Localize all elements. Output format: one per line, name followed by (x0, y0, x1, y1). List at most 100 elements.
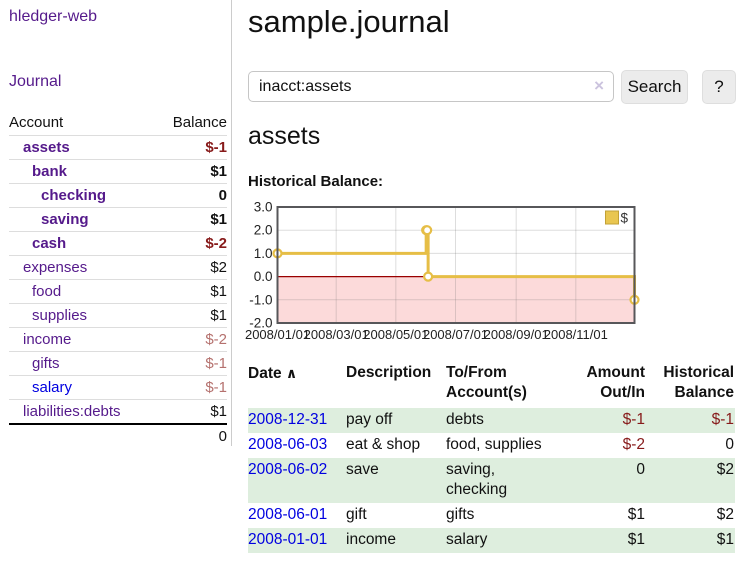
account-link[interactable]: liabilities:debts (23, 402, 121, 420)
account-link[interactable]: assets (23, 139, 70, 156)
account-row: food $1 (9, 279, 227, 304)
account-row: liabilities:debts $1 (9, 399, 227, 424)
account-row: income $-2 (9, 327, 227, 352)
x-axis-tick-label: 2008/01/01 (245, 327, 310, 342)
account-row: checking 0 (9, 183, 227, 208)
app-title-link[interactable]: hledger-web (9, 8, 98, 25)
search-row: × Search ? (248, 70, 737, 104)
account-link[interactable]: checking (41, 187, 107, 204)
account-link[interactable]: food (32, 283, 62, 300)
x-axis-tick-label: 2008/05/01 (363, 327, 428, 342)
clear-search-icon[interactable]: × (594, 76, 604, 95)
y-axis-tick-label: 3.0 (254, 200, 273, 215)
search-button[interactable]: Search (621, 70, 688, 104)
account-link[interactable]: cash (32, 235, 67, 252)
accounts-body: assets $-1 bank $1 checking 0 saving $1 cash $-2 e… (9, 135, 227, 448)
y-axis-tick-label: -2.0 (249, 316, 272, 331)
accounts-cell: gifts (446, 506, 475, 523)
account-link[interactable]: expenses (23, 259, 88, 276)
table-row: 2008-06-01 gift gifts $1 $2 (248, 503, 735, 528)
x-axis-tick-label: 2008/03/01 (304, 327, 369, 342)
y-axis-tick-label: 0.0 (254, 269, 273, 284)
account-row: saving $1 (9, 207, 227, 232)
accounts-cell: saving, checking (446, 461, 508, 498)
register-header-row: Date ∧ Description To/From Account(s) Am… (248, 360, 735, 408)
amount-cell: 0 (636, 461, 645, 478)
accounts-cell: food, supplies (446, 436, 542, 453)
header-amount: Amount Out/In (586, 364, 645, 401)
account-link[interactable]: income (23, 331, 72, 348)
balance-cell: $2 (716, 461, 734, 478)
description-cell: income (346, 531, 396, 548)
balance-cell: 0 (725, 436, 734, 453)
description-cell: save (346, 461, 379, 478)
sidebar: hledger-web Journal Account Balance asse… (0, 0, 232, 448)
header-description: Description (346, 364, 432, 381)
account-row: assets $-1 (9, 135, 227, 160)
account-link[interactable]: supplies (32, 307, 88, 324)
account-row: expenses $2 (9, 255, 227, 280)
main-content: sample.journal × Search ? assets Histori… (245, 0, 737, 553)
account-balance: $1 (155, 303, 227, 328)
table-row: 2008-06-02 save saving, checking 0 $2 (248, 458, 735, 503)
help-button[interactable]: ? (702, 70, 736, 104)
date-link[interactable]: 2008-06-03 (248, 436, 328, 453)
account-balance: $-2 (155, 327, 227, 352)
x-axis-tick-label: 2008/07/01 (423, 327, 488, 342)
amount-cell: $-2 (622, 436, 645, 453)
account-link[interactable]: gifts (32, 355, 60, 372)
y-axis-tick-label: -1.0 (249, 292, 272, 307)
legend-label: $ (621, 211, 629, 226)
account-balance: $-2 (155, 231, 227, 256)
date-link[interactable]: 2008-01-01 (248, 531, 328, 548)
account-balance: $1 (155, 279, 227, 304)
header-date[interactable]: Date ∧ (248, 365, 298, 382)
register-table: Date ∧ Description To/From Account(s) Am… (248, 360, 735, 553)
table-row: 2008-12-31 pay off debts $-1 $-1 (248, 408, 735, 433)
date-link[interactable]: 2008-12-31 (248, 411, 328, 428)
amount-cell: $1 (627, 531, 645, 548)
accounts-cell: debts (446, 411, 484, 428)
data-point-marker (422, 225, 433, 236)
balance-chart-svg: 3.0 2.0 1.0 0.0 -1.0 -2.02008/01/012008/03/01… (245, 200, 640, 342)
amount-cell: $1 (627, 506, 645, 523)
account-link[interactable]: saving (41, 211, 89, 228)
account-row: salary $-1 (9, 375, 227, 400)
x-axis-tick-label: 2008/11/01 (544, 327, 608, 342)
account-row: cash $-2 (9, 231, 227, 256)
account-balance: $1 (155, 159, 227, 184)
description-cell: gift (346, 506, 367, 523)
search-input[interactable] (248, 71, 614, 102)
x-axis-tick-label: 2008/09/01 (484, 327, 549, 342)
table-row: 2008-06-03 eat & shop food, supplies $-2 0 (248, 433, 735, 458)
accounts-table: Account Balance assets $-1 bank $1 checking 0… (9, 112, 227, 448)
account-balance: $1 (155, 399, 227, 424)
header-balance: Historical Balance (663, 364, 734, 401)
balance-col-header: Balance (172, 114, 227, 131)
balance-chart: 3.0 2.0 1.0 0.0 -1.0 -2.0 2008/01/01 2008/03/01… (245, 200, 737, 345)
negative-region (277, 276, 635, 323)
sort-ascending-icon: ∧ (285, 365, 298, 381)
nav-journal-link[interactable]: Journal (9, 73, 62, 90)
accounts-total-row: 0 (9, 422, 227, 448)
amount-cell: $-1 (622, 411, 645, 428)
date-link[interactable]: 2008-06-02 (248, 461, 328, 478)
chart-title: Historical Balance: (248, 173, 384, 190)
account-balance: 0 (155, 183, 227, 208)
balance-cell: $1 (716, 531, 734, 548)
date-link[interactable]: 2008-06-01 (248, 506, 328, 523)
account-link[interactable]: salary (32, 379, 73, 396)
header-accounts: To/From Account(s) (446, 364, 527, 401)
account-balance: $-1 (155, 135, 227, 160)
account-balance: $1 (155, 207, 227, 232)
account-row: supplies $1 (9, 303, 227, 328)
table-row: 2008-01-01 income salary $1 $1 (248, 528, 735, 553)
account-row: gifts $-1 (9, 351, 227, 376)
accounts-col-header: Account (9, 114, 64, 131)
y-axis-tick-label: 2.0 (254, 223, 273, 238)
account-balance: $-1 (155, 375, 227, 400)
account-balance: $-1 (155, 351, 227, 376)
account-link[interactable]: bank (32, 163, 68, 180)
register-body: 2008-12-31 pay off debts $-1 $-1 2008-06-03 ea… (248, 408, 735, 553)
accounts-total: 0 (155, 422, 227, 448)
